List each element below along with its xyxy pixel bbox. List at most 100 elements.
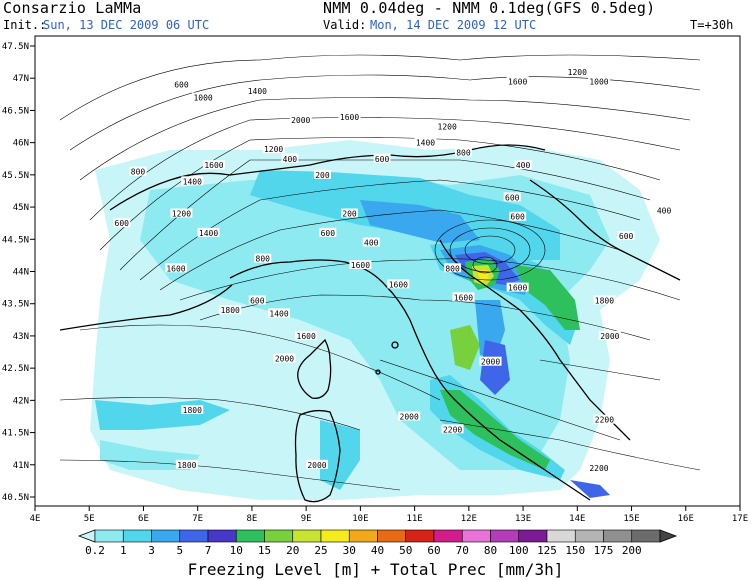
lon-tick-label: 17E [732,514,748,524]
svg-text:400: 400 [516,161,531,170]
lon-tick-label: 15E [623,514,639,524]
colorbar-swatch [518,529,548,543]
svg-text:200: 200 [315,171,330,180]
contour-label: 1600 [165,263,187,273]
colorbar-label: 7 [205,544,212,557]
contour-label: 1400 [197,227,220,238]
contour-label: 400 [362,237,380,248]
lat-tick-label: 40.5N [2,493,29,503]
lat-tick-label: 42.5N [2,364,29,374]
contour-label: 600 [617,231,635,241]
forecast-step: T=+30h [690,18,734,32]
svg-text:400: 400 [364,239,379,248]
contour-label: 1600 [506,76,529,86]
contour-label: 1200 [436,121,459,132]
colorbar-swatch [151,529,181,543]
colorbar-swatch [574,529,604,543]
contour-label: 2200 [441,424,464,434]
contour-label: 1800 [593,295,616,305]
svg-text:1600: 1600 [454,293,473,302]
contour-label: 1600 [452,292,475,302]
svg-text:1600: 1600 [204,161,223,170]
contour-label: 800 [444,263,462,273]
svg-text:2000: 2000 [275,354,294,363]
lat-tick-label: 45N [13,203,29,213]
svg-text:2000: 2000 [481,358,500,367]
contour-label: 1800 [181,405,204,415]
svg-text:600: 600 [174,81,189,90]
lon-tick-label: 8E [247,514,258,524]
colorbar-label: 25 [314,544,327,557]
svg-text:2200: 2200 [443,425,462,434]
colorbar-swatch [292,529,322,543]
colorbar-swatch [377,529,407,543]
colorbar-label: 1 [120,544,127,557]
colorbar-label: 3 [148,544,155,557]
svg-text:1200: 1200 [264,145,283,154]
colorbar-label: 60 [427,544,440,557]
contour-label: 2200 [588,463,610,473]
svg-text:400: 400 [283,155,298,164]
colorbar-label: 125 [537,544,557,557]
colorbar-swatch [348,529,378,543]
svg-text:400: 400 [657,206,672,215]
contour-label: 800 [129,166,147,177]
contour-label: 1400 [246,86,269,96]
svg-text:1600: 1600 [389,280,408,289]
colorbar-label: 0.2 [85,544,105,557]
svg-text:1600: 1600 [351,261,370,270]
init-label: Init.: [3,18,47,32]
lon-tick-label: 11E [406,514,422,524]
svg-text:2000: 2000 [400,412,419,421]
contour-label: 2000 [398,411,421,421]
svg-text:1800: 1800 [183,406,202,415]
svg-text:800: 800 [131,168,146,177]
lat-tick-label: 44N [13,268,29,278]
svg-text:2200: 2200 [589,464,608,473]
svg-text:1600: 1600 [340,113,359,122]
colorbar-swatch [631,529,661,543]
precipitation-shading [90,140,660,500]
colorbar-caption: Freezing Level [m] + Total Prec [mm/3h] [187,560,564,579]
colorbar-swatch [94,529,124,543]
colorbar-swatch [207,529,237,543]
svg-text:1400: 1400 [183,177,202,186]
lon-tick-label: 13E [515,514,531,524]
colorbar-max-arrow [659,529,678,543]
svg-text:2000: 2000 [600,332,619,341]
colorbar-swatch [122,529,152,543]
contour-label: 1000 [588,76,610,86]
lat-tick-label: 47.5N [2,42,29,52]
contour-label: 200 [313,169,331,180]
colorbar-swatch [603,529,633,543]
contour-label: 400 [281,153,299,164]
colorbar-swatch [433,529,463,543]
lon-tick-label: 6E [138,514,149,524]
contour-label: 1200 [262,144,285,154]
colorbar-label: 80 [484,544,497,557]
svg-text:600: 600 [619,232,634,241]
contour-label: 600 [319,227,337,238]
svg-text:2000: 2000 [291,116,310,125]
lat-tick-label: 43.5N [2,300,29,310]
contour-label: 800 [254,253,272,264]
valid-label: Valid: [323,18,367,32]
svg-text:1600: 1600 [508,284,527,293]
freezing-level-contours [59,54,701,491]
svg-text:600: 600 [321,229,336,238]
valid-value: Mon, 14 DEC 2009 12 UTC [370,18,537,32]
colorbar-label: 70 [456,544,469,557]
colorbar-label: 50 [399,544,412,557]
contour-label: 1600 [506,282,529,293]
contour-label: 1400 [268,308,291,318]
contour-label: 2000 [306,459,328,470]
lon-tick-label: 9E [301,514,312,524]
latitude-ticks: 47.5N 47N 46.5N 46N 45.5N 45N 44.5N 44N 43.5N 43N… [2,42,35,503]
contour-label: 600 [113,218,131,228]
svg-text:1600: 1600 [166,264,185,273]
contour-label: 1800 [175,459,198,470]
contour-label: 1000 [192,92,215,103]
colorbar-swatch [235,529,265,543]
lon-tick-label: 5E [84,514,95,524]
